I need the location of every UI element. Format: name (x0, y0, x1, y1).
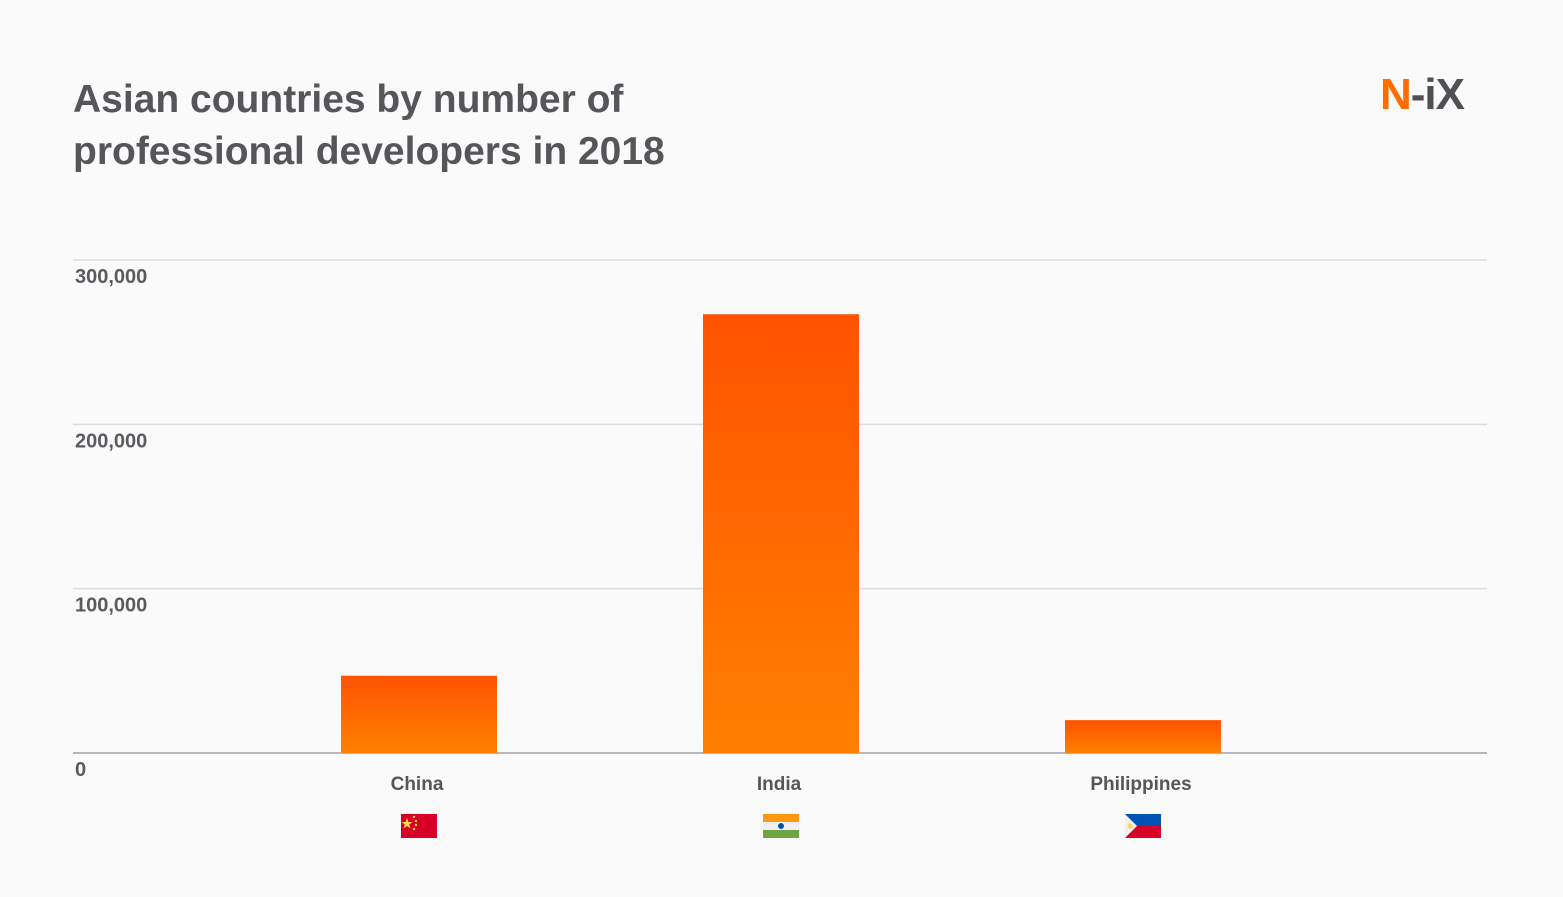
chart-title-line-2: professional developers in 2018 (73, 130, 665, 173)
logo-rest: -iX (1410, 70, 1465, 119)
philippines-flag-icon (1125, 814, 1161, 838)
chart-title: Asian countries by number of professiona… (73, 74, 665, 178)
y-tick-label: 0 (75, 759, 86, 781)
bar-india (703, 314, 859, 753)
bar-philippines (1065, 720, 1221, 753)
bar-china (341, 675, 497, 753)
x-tick-label: China (391, 774, 444, 795)
y-tick-label: 100,000 (75, 595, 147, 617)
n-ix-logo: N-iX (1380, 70, 1465, 120)
x-tick-label: India (757, 774, 802, 795)
x-tick-label: Philippines (1090, 774, 1191, 795)
india-flag-icon (763, 814, 799, 838)
y-tick-label: 200,000 (75, 430, 147, 452)
chart-title-line-1: Asian countries by number of (73, 78, 624, 121)
y-tick-label: 300,000 (75, 266, 147, 288)
china-flag-icon (401, 814, 437, 838)
logo-accent: N (1380, 70, 1412, 119)
